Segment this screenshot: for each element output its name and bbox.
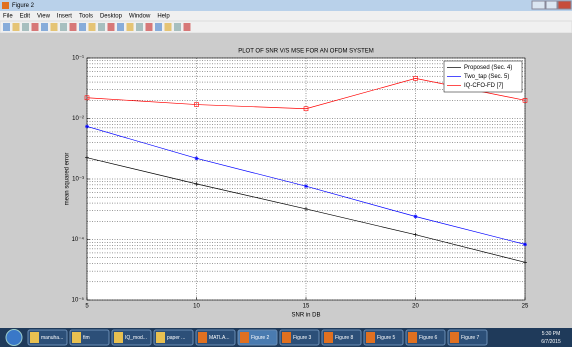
taskbar-label: Figure 8 bbox=[335, 335, 354, 341]
menu-item[interactable]: Help bbox=[157, 14, 170, 20]
marker bbox=[85, 155, 89, 160]
toolbar-button[interactable] bbox=[136, 23, 143, 31]
taskbar-label: IQ_mod... bbox=[125, 335, 147, 341]
toolbar-button[interactable] bbox=[22, 23, 29, 31]
menu-item[interactable]: Insert bbox=[57, 14, 72, 20]
marker bbox=[194, 102, 199, 107]
y-axis-label: mean squared error bbox=[65, 153, 71, 206]
maximize-button[interactable] bbox=[545, 0, 558, 10]
taskbar-label: Figure 7 bbox=[461, 335, 480, 341]
toolbar-button[interactable] bbox=[98, 23, 105, 31]
taskbar-label: Figure 2 bbox=[251, 335, 270, 341]
y-tick-label: 10⁻³ bbox=[72, 177, 84, 183]
menu-items: File Edit View Insert Tools Desktop Window Help bbox=[3, 14, 170, 20]
legend-label: Proposed (Sec. 4) bbox=[464, 65, 512, 71]
marker bbox=[522, 97, 528, 103]
taskbar-icon bbox=[30, 332, 39, 343]
x-axis-label: SNR in DB bbox=[291, 313, 320, 319]
marker bbox=[194, 156, 199, 161]
toolbar-button[interactable] bbox=[117, 23, 124, 31]
marker bbox=[304, 184, 308, 189]
toolbar-button[interactable] bbox=[41, 23, 48, 31]
toolbar-button[interactable] bbox=[12, 23, 20, 31]
toolbar-button[interactable] bbox=[174, 23, 181, 31]
marker bbox=[85, 124, 89, 129]
y-tick-label: 10⁻² bbox=[72, 116, 84, 122]
marker bbox=[413, 232, 418, 237]
marker bbox=[523, 260, 527, 265]
toolbar-button[interactable] bbox=[50, 23, 58, 31]
menu-item[interactable]: Desktop bbox=[100, 14, 123, 20]
toolbar-button[interactable] bbox=[183, 23, 191, 31]
x-tick-label: 15 bbox=[303, 304, 310, 310]
toolbar-button[interactable] bbox=[107, 23, 115, 31]
clock-date: 6/7/2015 bbox=[541, 339, 561, 345]
taskbar-icon bbox=[198, 332, 207, 343]
x-tick-label: 5 bbox=[85, 304, 89, 310]
toolbar-button[interactable] bbox=[3, 23, 10, 31]
toolbar-button[interactable] bbox=[164, 23, 172, 31]
x-tick-label: 10 bbox=[193, 304, 200, 310]
y-tick-label: 10⁻⁴ bbox=[72, 236, 85, 243]
toolbar-button[interactable] bbox=[88, 23, 96, 31]
title-bar bbox=[0, 0, 572, 11]
taskbar-icon bbox=[282, 332, 291, 343]
y-tick-label: 10⁻¹ bbox=[72, 56, 84, 62]
chart-title: PLOT OF SNR V/S MSE FOR AN OFDM SYSTEM bbox=[238, 49, 374, 55]
toolbar-button[interactable] bbox=[145, 23, 153, 31]
x-tick-label: 25 bbox=[522, 304, 529, 310]
chart: PLOT OF SNR V/S MSE FOR AN OFDM SYSTEM SN… bbox=[65, 49, 529, 319]
menu-item[interactable]: Edit bbox=[20, 14, 31, 20]
legend-label: Two_tap (Sec. 5) bbox=[464, 74, 509, 80]
x-tick-label: 20 bbox=[412, 304, 419, 310]
menu-item[interactable]: File bbox=[3, 14, 13, 20]
toolbar-button[interactable] bbox=[79, 23, 86, 31]
legend-label: IQ-CFO-FD [7] bbox=[464, 83, 504, 89]
minimize-button[interactable] bbox=[531, 0, 546, 10]
toolbar-button[interactable] bbox=[60, 23, 67, 31]
taskbar-items: manuha... fim IQ_mod... paper ... MATLA... Fi… bbox=[27, 329, 488, 346]
marker bbox=[194, 181, 199, 186]
taskbar-icon bbox=[366, 332, 375, 343]
y-tick-label: 10⁻⁵ bbox=[72, 297, 85, 304]
taskbar-icon bbox=[450, 332, 459, 343]
toolbar-button[interactable] bbox=[69, 23, 77, 31]
toolbar-button[interactable] bbox=[155, 23, 162, 31]
marker bbox=[413, 76, 418, 81]
menu-item[interactable]: Tools bbox=[79, 14, 93, 20]
menu-item[interactable]: View bbox=[37, 14, 51, 20]
marker bbox=[84, 95, 90, 101]
toolbar-button[interactable] bbox=[126, 23, 134, 31]
taskbar-label: MATLA... bbox=[209, 335, 229, 341]
taskbar-icon bbox=[72, 332, 81, 343]
taskbar-label: manuha... bbox=[41, 335, 63, 341]
clock-time: 5:30 PM bbox=[542, 331, 561, 337]
marker bbox=[304, 206, 308, 211]
window-icon bbox=[2, 2, 9, 9]
taskbar-label: Figure 5 bbox=[377, 335, 396, 341]
toolbar-button[interactable] bbox=[31, 23, 39, 31]
close-button[interactable] bbox=[557, 0, 572, 10]
taskbar-icon bbox=[324, 332, 333, 343]
taskbar-icon bbox=[240, 332, 249, 343]
marker bbox=[303, 106, 309, 112]
toolbar-buttons bbox=[3, 23, 191, 31]
taskbar-label: paper ... bbox=[167, 335, 185, 341]
marker bbox=[523, 242, 527, 247]
menu-item[interactable]: Window bbox=[129, 14, 151, 20]
taskbar-icon bbox=[114, 332, 123, 343]
marker bbox=[413, 214, 418, 219]
taskbar-icon bbox=[408, 332, 417, 343]
taskbar-icon bbox=[156, 332, 165, 343]
menu-bar bbox=[0, 11, 572, 21]
start-button[interactable] bbox=[5, 329, 23, 346]
taskbar-label: fim bbox=[83, 335, 90, 341]
taskbar-label: Figure 6 bbox=[419, 335, 438, 341]
window-title: Figure 2 bbox=[12, 3, 35, 9]
taskbar-label: Figure 3 bbox=[293, 335, 312, 341]
